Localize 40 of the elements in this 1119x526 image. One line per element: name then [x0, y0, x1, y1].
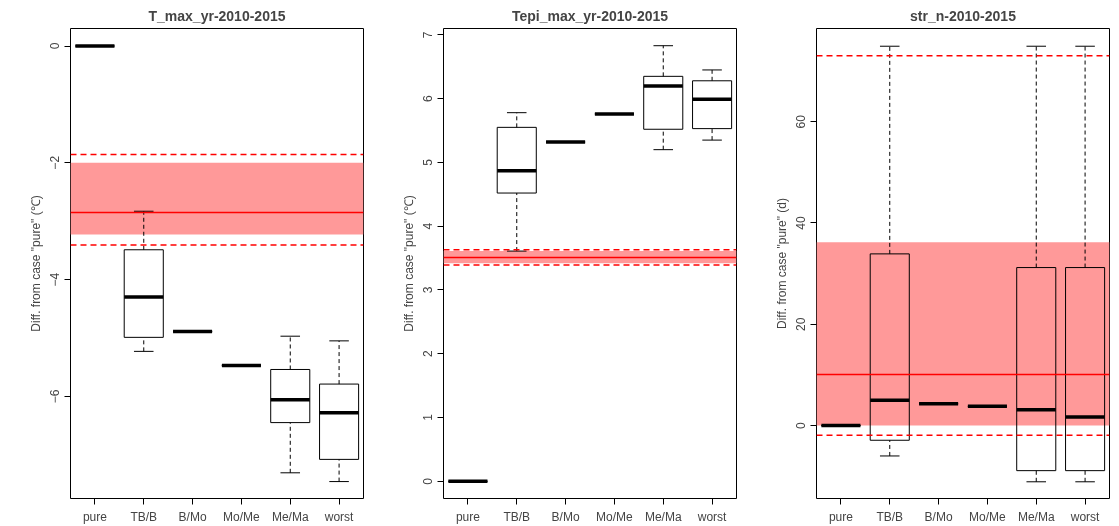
- x-tick-label: B/Mo: [924, 509, 953, 524]
- y-tick-label: 4: [421, 222, 436, 230]
- x-tick-label: Mo/Me: [223, 509, 261, 524]
- x-tick-label: Me/Ma: [271, 509, 309, 524]
- y-axis-title: Diff. from case "pure" (℃): [28, 195, 43, 332]
- x-tick-label: pure: [82, 509, 108, 524]
- y-tick-label: −6: [48, 389, 63, 404]
- y-tick-label: 7: [421, 31, 436, 39]
- y-tick-label: 60: [794, 114, 809, 129]
- chart-title: T_max_yr-2010-2015: [148, 7, 286, 24]
- x-tick-label: Mo/Me: [969, 509, 1007, 524]
- x-tick-label: B/Mo: [178, 509, 207, 524]
- x-tick-label: Me/Ma: [1017, 509, 1055, 524]
- y-tick-label: 3: [421, 286, 436, 294]
- x-tick-label: worst: [323, 509, 355, 524]
- x-tick-label: Me/Ma: [644, 509, 682, 524]
- y-tick-label: 0: [421, 477, 436, 485]
- x-tick-label: Mo/Me: [596, 509, 634, 524]
- y-tick-label: 2: [421, 350, 436, 358]
- y-tick-label: 0: [794, 421, 809, 429]
- x-tick-label: B/Mo: [551, 509, 580, 524]
- y-tick-label: 20: [794, 317, 809, 331]
- x-tick-label: TB/B: [876, 509, 904, 524]
- y-tick-label: 6: [421, 94, 436, 102]
- y-tick-label: 0: [48, 42, 63, 50]
- y-tick-label: 5: [421, 158, 436, 166]
- y-axis-title: Diff. from case "pure" (d): [774, 197, 789, 329]
- x-tick-label: TB/B: [130, 509, 158, 524]
- y-tick-label: −2: [48, 155, 63, 170]
- x-tick-label: TB/B: [503, 509, 531, 524]
- chart-title: str_n-2010-2015: [910, 7, 1017, 24]
- y-tick-label: 1: [421, 413, 436, 421]
- x-tick-label: worst: [1069, 509, 1101, 524]
- x-tick-label: pure: [828, 509, 854, 524]
- y-tick-label: −4: [48, 272, 63, 287]
- y-tick-label: 40: [794, 215, 809, 230]
- x-tick-label: worst: [696, 509, 728, 524]
- y-axis-title: Diff. from case "pure" (℃): [401, 195, 416, 332]
- x-tick-label: pure: [455, 509, 481, 524]
- chart-title: Tepi_max_yr-2010-2015: [511, 7, 669, 24]
